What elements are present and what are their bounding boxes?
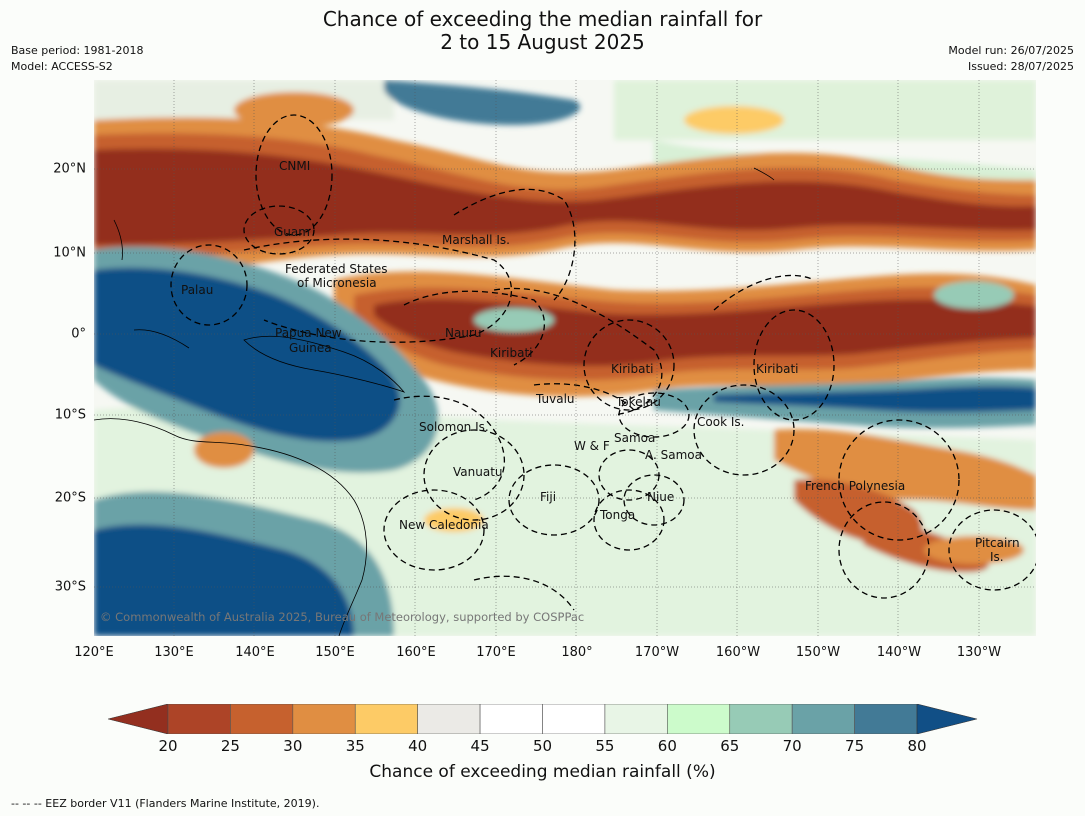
lon-label: 160°E [396, 645, 436, 660]
lon-label: 170°E [476, 645, 516, 660]
map-title: Chance of exceeding the median rainfall … [0, 8, 1085, 54]
label-fiji: Fiji [540, 490, 556, 504]
colorbar-segment [542, 704, 606, 734]
colorbar-segment [167, 704, 231, 734]
colorbar-tick-label: 35 [345, 737, 365, 755]
colorbar-segment [791, 704, 855, 734]
label-nauru: Nauru [445, 326, 481, 340]
lon-label: 180° [561, 645, 593, 660]
model-text: Model: ACCESS-S2 [11, 60, 113, 73]
colorbar-tick-label: 70 [782, 737, 802, 755]
label-cook-islands: Cook Is. [697, 415, 744, 429]
colorbar [108, 704, 978, 734]
label-vanuatu: Vanuatu [453, 465, 503, 479]
lon-label: 140°W [876, 645, 922, 660]
issued-text: Issued: 28/07/2025 [967, 60, 1074, 73]
colorbar-segment [604, 704, 668, 734]
lon-label: 130°E [154, 645, 194, 660]
label-american-samoa: A. Samoa [645, 448, 702, 462]
place-labels: CNMI Guam Marshall Is. Federated States … [181, 159, 1020, 564]
label-solomon: Solomon Is. [419, 420, 489, 434]
colorbar-over-triangle [916, 704, 978, 734]
label-niue: Niue [647, 490, 674, 504]
label-fsm-line1: Federated States [285, 262, 387, 276]
title-line-1: Chance of exceeding the median rainfall … [322, 7, 763, 31]
label-french-polynesia: French Polynesia [805, 479, 905, 493]
label-tokelau: Tokelau [615, 395, 661, 409]
lon-label: 170°W [634, 645, 680, 660]
colorbar-tick-label: 45 [470, 737, 490, 755]
label-palau: Palau [181, 283, 213, 297]
colorbar-tick-label: 80 [907, 737, 927, 755]
label-tonga: Tonga [599, 508, 635, 522]
model-run-text: Model run: 26/07/2025 [948, 44, 1074, 57]
lat-label: 20°S [54, 490, 86, 506]
label-new-caledonia: New Caledonia [399, 518, 489, 532]
label-kiribati-west: Kiribati [490, 346, 532, 360]
colorbar-segment [292, 704, 356, 734]
label-samoa: Samoa [614, 431, 655, 445]
lon-label: 130°W [956, 645, 1002, 660]
label-kiribati-east: Kiribati [756, 362, 798, 376]
colorbar-segment [354, 704, 418, 734]
colorbar-segments [167, 704, 918, 734]
meta-right: Model run: 26/07/2025 Issued: 28/07/2025 [948, 43, 1074, 75]
lon-label: 150°E [315, 645, 355, 660]
label-pitcairn-line2: Is. [990, 550, 1004, 564]
label-wallis-futuna: W & F [574, 439, 610, 453]
colorbar-segment [667, 704, 731, 734]
rainfall-map: CNMI Guam Marshall Is. Federated States … [94, 80, 1036, 636]
lon-label: 140°E [235, 645, 275, 660]
label-cnmi: CNMI [279, 159, 310, 173]
label-marshall: Marshall Is. [442, 233, 510, 247]
colorbar-segment [854, 704, 918, 734]
colorbar-tick-label: 25 [220, 737, 240, 755]
eez-footnote: -- -- -- EEZ border V11 (Flanders Marine… [11, 797, 320, 810]
lat-label: 10°S [54, 407, 86, 423]
lon-label: 150°W [795, 645, 841, 660]
meta-left: Base period: 1981-2018 Model: ACCESS-S2 [11, 43, 143, 75]
colorbar-tick-label: 20 [158, 737, 178, 755]
coastlines [94, 167, 775, 636]
label-png-line2: Guinea [289, 341, 332, 355]
colorbar-tick-label: 75 [845, 737, 865, 755]
title-line-2: 2 to 15 August 2025 [440, 30, 645, 54]
lat-label: 20°N [53, 161, 86, 177]
colorbar-segment [479, 704, 543, 734]
colorbar-under-triangle [108, 704, 169, 734]
label-kiribati-central: Kiribati [611, 362, 653, 376]
label-guam: Guam [274, 225, 310, 239]
copyright-text: © Commonwealth of Australia 2025, Bureau… [100, 610, 584, 624]
lon-label: 160°W [715, 645, 761, 660]
base-period-text: Base period: 1981-2018 [11, 44, 144, 57]
lon-label: 120°E [74, 645, 114, 660]
colorbar-tick-label: 55 [595, 737, 615, 755]
label-png-line1: Papua New [275, 326, 342, 340]
colorbar-segment [729, 704, 793, 734]
colorbar-tick-label: 30 [283, 737, 303, 755]
label-tuvalu: Tuvalu [535, 392, 575, 406]
colorbar-tick-label: 60 [657, 737, 677, 755]
eez-borders [170, 114, 1036, 611]
colorbar-segment [417, 704, 481, 734]
colorbar-label: Chance of exceeding median rainfall (%) [369, 762, 716, 782]
lat-label: 10°N [53, 245, 86, 261]
colorbar-tick-label: 40 [408, 737, 428, 755]
graticule [94, 80, 1036, 636]
label-pitcairn-line1: Pitcairn [975, 536, 1020, 550]
lat-label: 0° [71, 326, 86, 342]
colorbar-tick-label: 65 [720, 737, 740, 755]
colorbar-segment [230, 704, 294, 734]
lat-label: 30°S [54, 579, 86, 595]
colorbar-tick-label: 50 [532, 737, 553, 755]
label-fsm-line2: of Micronesia [297, 276, 377, 290]
